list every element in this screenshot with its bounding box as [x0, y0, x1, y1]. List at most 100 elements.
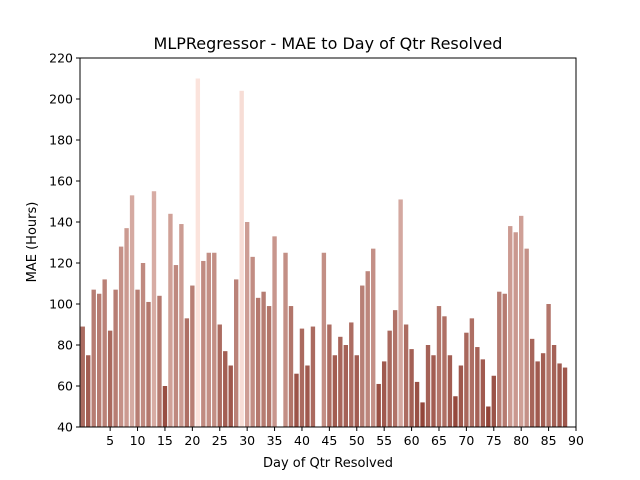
bar-34 — [266, 306, 272, 427]
bar-4 — [102, 279, 107, 427]
bar-31 — [250, 256, 255, 427]
bar-18 — [179, 224, 184, 427]
y-tick-label: 100 — [49, 297, 73, 312]
x-tick-label: 80 — [513, 433, 529, 448]
bar-49 — [349, 322, 354, 427]
bar-76 — [497, 291, 502, 427]
bar-28 — [234, 279, 239, 427]
chart-title: MLPRegressor - MAE to Day of Qtr Resolve… — [154, 34, 503, 53]
bar-66 — [442, 316, 447, 427]
bar-27 — [228, 365, 233, 427]
x-axis-label: Day of Qtr Resolved — [263, 456, 393, 471]
x-tick-label: 20 — [184, 433, 200, 448]
bar-29 — [239, 90, 244, 428]
x-tick-label: 50 — [349, 433, 365, 448]
bar-45 — [327, 324, 332, 427]
bar-86 — [551, 345, 557, 427]
bar-6 — [113, 289, 118, 427]
x-tick-label: 15 — [157, 433, 173, 448]
bar-51 — [360, 285, 365, 427]
bars-group — [80, 78, 568, 428]
bar-26 — [223, 351, 228, 427]
bar-46 — [332, 355, 338, 427]
bar-67 — [447, 355, 453, 427]
bar-59 — [403, 324, 409, 427]
bar-9 — [129, 195, 135, 427]
bar-5 — [107, 330, 113, 427]
y-axis-ticks: 40 60 80 100 120 140 160 180 200 220 — [49, 51, 80, 435]
bar-54 — [376, 383, 381, 427]
bar-35 — [272, 236, 277, 427]
bar-80 — [519, 215, 524, 427]
bar-70 — [464, 332, 469, 427]
bar-82 — [529, 338, 535, 427]
x-tick-label: 10 — [130, 433, 146, 448]
bar-63 — [425, 345, 431, 427]
bar-55 — [381, 361, 387, 427]
bar-1 — [86, 355, 91, 427]
x-tick-label: 55 — [376, 433, 392, 448]
bar-52 — [365, 271, 370, 427]
x-tick-label: 90 — [568, 433, 584, 448]
x-tick-label: 70 — [458, 433, 474, 448]
x-tick-label: 25 — [212, 433, 228, 448]
bar-13 — [151, 191, 157, 427]
bar-77 — [502, 293, 507, 427]
bar-60 — [409, 349, 414, 427]
bar-68 — [453, 396, 458, 427]
y-tick-label: 60 — [57, 379, 73, 394]
x-axis-ticks: 5 10 15 20 25 30 35 40 45 50 55 60 65 70 75 80 85 90 — [106, 427, 584, 448]
x-tick-label: 45 — [321, 433, 337, 448]
y-axis-label: MAE (Hours) — [25, 202, 40, 283]
bar-17 — [173, 265, 179, 427]
y-tick-label: 140 — [49, 215, 73, 230]
y-tick-label: 120 — [49, 256, 73, 271]
bar-71 — [469, 318, 475, 427]
x-tick-label: 65 — [431, 433, 447, 448]
bar-12 — [146, 301, 151, 427]
y-tick-label: 160 — [49, 174, 73, 189]
x-tick-label: 75 — [486, 433, 502, 448]
x-tick-label: 60 — [404, 433, 420, 448]
bar-32 — [255, 297, 261, 427]
y-tick-label: 180 — [49, 133, 73, 148]
bar-2 — [91, 289, 96, 427]
bar-57 — [392, 310, 398, 427]
y-tick-label: 220 — [49, 51, 73, 66]
y-tick-label: 40 — [57, 420, 73, 435]
bar-47 — [338, 336, 343, 427]
bar-22 — [201, 260, 206, 427]
bar-88 — [562, 367, 568, 427]
x-tick-label: 85 — [541, 433, 557, 448]
bar-11 — [140, 263, 146, 427]
bar-21 — [195, 78, 201, 427]
bar-41 — [305, 365, 310, 427]
bar-62 — [420, 402, 425, 427]
bar-15 — [162, 386, 168, 427]
bar-33 — [261, 291, 266, 427]
bar-87 — [557, 363, 562, 427]
bar-0 — [80, 326, 85, 427]
bar-39 — [294, 373, 299, 427]
y-tick-label: 80 — [57, 338, 73, 353]
bar-16 — [168, 213, 173, 427]
bar-14 — [157, 295, 162, 427]
bar-53 — [371, 248, 376, 427]
bar-84 — [540, 353, 546, 427]
bar-20 — [190, 285, 195, 427]
bar-44 — [321, 252, 327, 427]
x-tick-label: 35 — [267, 433, 283, 448]
bar-61 — [414, 381, 420, 427]
x-tick-label: 30 — [239, 433, 255, 448]
bar-74 — [486, 406, 491, 427]
bar-85 — [546, 304, 551, 427]
bar-50 — [354, 355, 359, 427]
bar-25 — [217, 324, 222, 427]
bar-48 — [343, 345, 348, 427]
bar-30 — [244, 222, 250, 427]
bar-3 — [96, 293, 102, 427]
bar-10 — [135, 289, 140, 427]
bar-7 — [118, 246, 124, 427]
bar-8 — [124, 228, 129, 427]
